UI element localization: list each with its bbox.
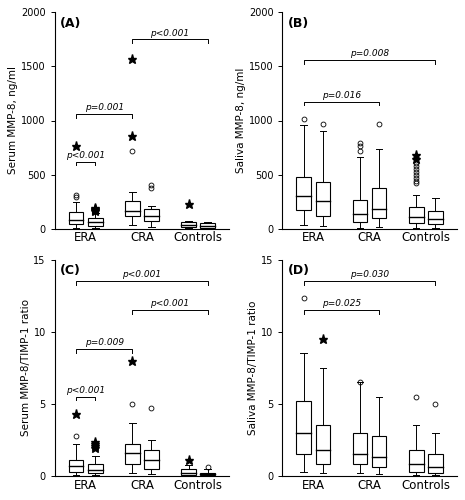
Bar xyxy=(316,182,330,216)
Bar xyxy=(200,224,215,228)
Text: p=0.008: p=0.008 xyxy=(350,49,389,58)
Bar xyxy=(428,211,443,224)
Y-axis label: Serum MMP-8/TIMP-1 ratio: Serum MMP-8/TIMP-1 ratio xyxy=(20,299,31,436)
Bar xyxy=(200,472,215,476)
Bar xyxy=(409,207,424,222)
Text: (A): (A) xyxy=(60,16,81,30)
Bar xyxy=(181,222,196,226)
Bar xyxy=(372,188,386,218)
Bar xyxy=(409,450,424,471)
Text: (C): (C) xyxy=(60,264,81,277)
Text: p<0.001: p<0.001 xyxy=(66,386,105,395)
Text: p<0.001: p<0.001 xyxy=(66,151,105,160)
Bar xyxy=(297,176,311,210)
Bar xyxy=(352,432,367,464)
Bar xyxy=(144,208,159,221)
Bar xyxy=(181,470,196,474)
Bar xyxy=(372,436,386,467)
Text: p<0.001: p<0.001 xyxy=(151,28,190,38)
Bar xyxy=(352,200,367,222)
Text: p=0.030: p=0.030 xyxy=(350,270,389,280)
Y-axis label: Saliva MMP-8/TIMP-1 ratio: Saliva MMP-8/TIMP-1 ratio xyxy=(248,300,258,435)
Bar xyxy=(125,201,140,216)
Bar xyxy=(69,460,83,471)
Text: p=0.025: p=0.025 xyxy=(322,300,361,308)
Bar xyxy=(88,464,103,473)
Bar xyxy=(125,444,140,464)
Text: p<0.001: p<0.001 xyxy=(122,270,161,280)
Bar xyxy=(69,212,83,224)
Bar xyxy=(316,426,330,465)
Bar xyxy=(88,218,103,226)
Y-axis label: Saliva MMP-8, ng/ml: Saliva MMP-8, ng/ml xyxy=(236,68,246,173)
Bar xyxy=(297,401,311,454)
Text: (B): (B) xyxy=(288,16,309,30)
Bar xyxy=(428,454,443,473)
Text: (D): (D) xyxy=(288,264,310,277)
Y-axis label: Serum MMP-8, ng/ml: Serum MMP-8, ng/ml xyxy=(8,66,18,174)
Text: p=0.001: p=0.001 xyxy=(85,104,124,112)
Text: p=0.009: p=0.009 xyxy=(85,338,124,347)
Bar xyxy=(144,450,159,468)
Text: p=0.016: p=0.016 xyxy=(322,91,361,100)
Text: p<0.001: p<0.001 xyxy=(151,300,190,308)
